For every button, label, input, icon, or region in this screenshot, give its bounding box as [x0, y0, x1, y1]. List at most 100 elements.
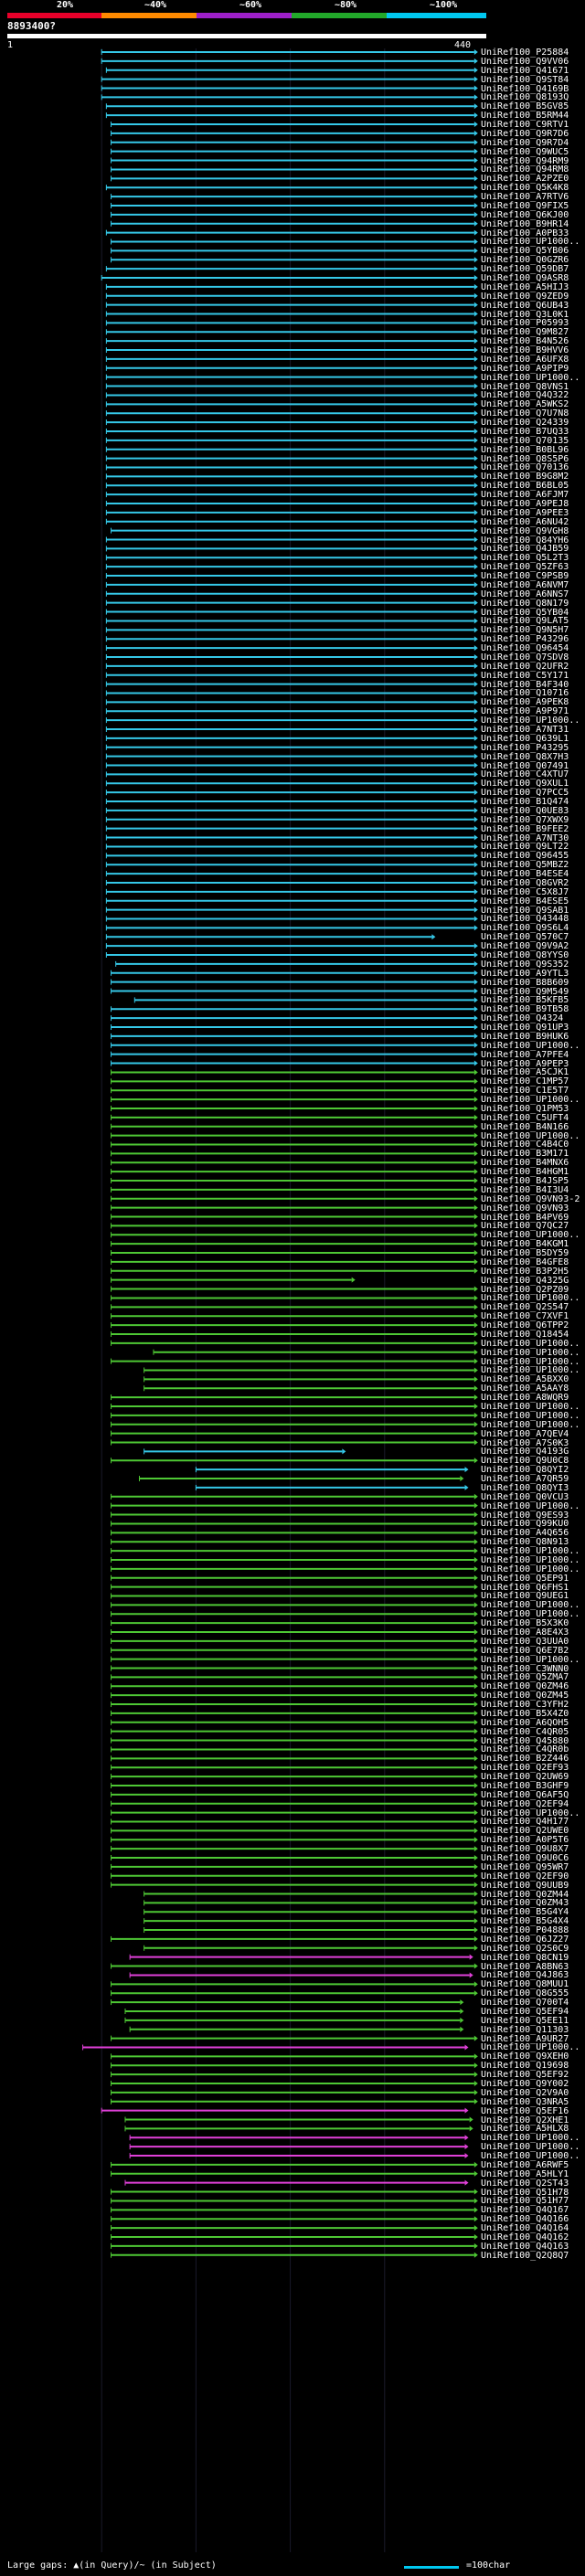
list-item[interactable]: UniRef100_Q96454 — [0, 643, 585, 653]
list-item[interactable]: UniRef100_Q5EF92 — [0, 2070, 585, 2080]
hit-label[interactable]: UniRef100_Q9LAT5 — [481, 616, 569, 627]
hit-label[interactable]: UniRef100_Q8N913 — [481, 1537, 569, 1548]
list-item[interactable]: UniRef100_A4Q656 — [0, 1528, 585, 1538]
list-item[interactable]: UniRef100_Q9S352 — [0, 959, 585, 970]
list-item[interactable]: UniRef100_Q5ZMA7 — [0, 1672, 585, 1682]
list-item[interactable]: UniRef100_A6NNS7 — [0, 589, 585, 599]
hit-label[interactable]: UniRef100_UP1000.. — [481, 1419, 580, 1430]
list-item[interactable]: UniRef100_B3GHF9 — [0, 1781, 585, 1791]
hit-label[interactable]: UniRef100_Q5EP91 — [481, 1573, 569, 1584]
list-item[interactable]: UniRef100_A6FJM7 — [0, 490, 585, 500]
list-item[interactable]: UniRef100_A5AAY8 — [0, 1383, 585, 1394]
hit-label[interactable]: UniRef100_C9RTV1 — [481, 120, 569, 131]
list-item[interactable]: UniRef100_Q9LT22 — [0, 842, 585, 852]
hit-label[interactable]: UniRef100_A9PEK8 — [481, 697, 569, 708]
list-item[interactable]: UniRef100_A8BN63 — [0, 1962, 585, 1972]
list-item[interactable]: UniRef100_Q51H78 — [0, 2188, 585, 2198]
hit-label[interactable]: UniRef100_B5X4Z0 — [481, 1708, 569, 1719]
list-item[interactable]: UniRef100_A7NT31 — [0, 725, 585, 735]
hit-label[interactable]: UniRef100_A9PIP9 — [481, 363, 569, 374]
list-item[interactable]: UniRef100_Q9XEH0 — [0, 2051, 585, 2062]
hit-label[interactable]: UniRef100_Q2Q8Q7 — [481, 2250, 569, 2261]
list-item[interactable]: UniRef100_Q8S5P6 — [0, 454, 585, 464]
list-item[interactable]: UniRef100_Q8N913 — [0, 1537, 585, 1547]
hit-label[interactable]: UniRef100_B3M171 — [481, 1149, 569, 1160]
list-item[interactable]: UniRef100_B5X3K0 — [0, 1618, 585, 1628]
list-item[interactable]: UniRef100_C9PSB9 — [0, 571, 585, 581]
hit-label[interactable]: UniRef100_A7RTV6 — [481, 192, 569, 203]
hit-label[interactable]: UniRef100_Q7U7N8 — [481, 408, 569, 419]
list-item[interactable]: UniRef100_UP1000.. — [0, 2042, 585, 2052]
hit-label[interactable]: UniRef100_Q4325G — [481, 1275, 569, 1286]
list-item[interactable]: UniRef100_B3P2H5 — [0, 1267, 585, 1277]
hit-label[interactable]: UniRef100_Q7SDV8 — [481, 652, 569, 663]
list-item[interactable]: UniRef100_Q9XUL1 — [0, 779, 585, 789]
hit-label[interactable]: UniRef100_Q9UEG1 — [481, 1591, 569, 1602]
list-item[interactable]: UniRef100_B4PV69 — [0, 1213, 585, 1223]
list-item[interactable]: UniRef100_Q2EF90 — [0, 1871, 585, 1882]
list-item[interactable]: UniRef100_Q8G555 — [0, 1988, 585, 1998]
hit-label[interactable]: UniRef100_Q9M827 — [481, 327, 569, 338]
hit-label[interactable]: UniRef100_Q6UB43 — [481, 300, 569, 311]
hit-label[interactable]: UniRef100_C1MP57 — [481, 1076, 569, 1087]
hit-label[interactable]: UniRef100_B9HR14 — [481, 218, 569, 229]
hit-label[interactable]: UniRef100_UP1000.. — [481, 2142, 580, 2153]
hit-label[interactable]: UniRef100_P43296 — [481, 634, 569, 645]
hit-label[interactable]: UniRef100_Q9ASR8 — [481, 273, 569, 283]
hit-label[interactable]: UniRef100_Q7XWX9 — [481, 814, 569, 825]
hit-label[interactable]: UniRef100_UP1000.. — [481, 1040, 580, 1051]
hit-label[interactable]: UniRef100_Q0ZM44 — [481, 1889, 569, 1900]
hit-label[interactable]: UniRef100_UP1000.. — [481, 1338, 580, 1349]
list-item[interactable]: UniRef100_UP1000.. — [0, 1546, 585, 1556]
hit-label[interactable]: UniRef100_A9PEJ8 — [481, 499, 569, 509]
hit-label[interactable]: UniRef100_Q4Q164 — [481, 2223, 569, 2234]
list-item[interactable]: UniRef100_UP1000.. — [0, 1230, 585, 1240]
list-item[interactable]: UniRef100_Q4324 — [0, 1013, 585, 1023]
list-item[interactable]: UniRef100_UP1000.. — [0, 237, 585, 247]
list-item[interactable]: UniRef100_Q10716 — [0, 688, 585, 698]
hit-label[interactable]: UniRef100_Q0UE83 — [481, 805, 569, 816]
hit-label[interactable]: UniRef100_B5G4X4 — [481, 1916, 569, 1927]
hit-label[interactable]: UniRef100_A5WKS2 — [481, 399, 569, 410]
hit-label[interactable]: UniRef100_Q8VNS1 — [481, 381, 569, 392]
list-item[interactable]: UniRef100_A5HLX8 — [0, 2124, 585, 2134]
list-item[interactable]: UniRef100_B6BL05 — [0, 481, 585, 491]
list-item[interactable]: UniRef100_A6NVM7 — [0, 580, 585, 590]
list-item[interactable]: UniRef100_A9PEE3 — [0, 508, 585, 518]
hit-label[interactable]: UniRef100_Q9LT22 — [481, 842, 569, 853]
list-item[interactable]: UniRef100_Q8VNS1 — [0, 382, 585, 392]
list-item[interactable]: UniRef100_A6NU42 — [0, 517, 585, 527]
hit-label[interactable]: UniRef100_Q9V9A2 — [481, 941, 569, 952]
hit-label[interactable]: UniRef100_UP1000.. — [481, 372, 580, 383]
list-item[interactable]: UniRef100_B4GFE8 — [0, 1257, 585, 1267]
hit-label[interactable]: UniRef100_Q9U8X7 — [481, 1844, 569, 1855]
list-item[interactable]: UniRef100_Q8MUU1 — [0, 1979, 585, 1989]
list-item[interactable]: UniRef100_Q9U0C6 — [0, 1853, 585, 1863]
hit-label[interactable]: UniRef100_Q8X7H3 — [481, 751, 569, 762]
hit-label[interactable]: UniRef100_Q4169B — [481, 83, 569, 94]
list-item[interactable]: UniRef100_Q9ASR8 — [0, 273, 585, 283]
list-item[interactable]: UniRef100_P43295 — [0, 743, 585, 753]
hit-label[interactable]: UniRef100_B4ESE4 — [481, 869, 569, 880]
hit-label[interactable]: UniRef100_Q2UWE0 — [481, 1826, 569, 1837]
hit-label[interactable]: UniRef100_UP1000.. — [481, 1410, 580, 1421]
list-item[interactable]: UniRef100_B4MNX6 — [0, 1158, 585, 1168]
list-item[interactable]: UniRef100_C1MP57 — [0, 1076, 585, 1087]
list-item[interactable]: UniRef100_Q6AF5Q — [0, 1790, 585, 1800]
hit-label[interactable]: UniRef100_Q45880 — [481, 1735, 569, 1746]
list-item[interactable]: UniRef100_Q5ZF63 — [0, 562, 585, 572]
list-item[interactable]: UniRef100_UP1000.. — [0, 2133, 585, 2143]
hit-label[interactable]: UniRef100_B4F340 — [481, 679, 569, 690]
hit-label[interactable]: UniRef100_Q9S352 — [481, 959, 569, 970]
hit-label[interactable]: UniRef100_Q9VN93 — [481, 1203, 569, 1214]
list-item[interactable]: UniRef100_Q18454 — [0, 1330, 585, 1340]
hit-label[interactable]: UniRef100_B0BL96 — [481, 444, 569, 455]
hit-label[interactable]: UniRef100_Q51H77 — [481, 2196, 569, 2207]
hit-label[interactable]: UniRef100_B4MNX6 — [481, 1158, 569, 1169]
list-item[interactable]: UniRef100_B0BL96 — [0, 445, 585, 455]
list-item[interactable]: UniRef100_Q3UUA0 — [0, 1637, 585, 1647]
list-item[interactable]: UniRef100_Q94RM9 — [0, 156, 585, 166]
list-item[interactable]: UniRef100_UP1000.. — [0, 1420, 585, 1430]
list-item[interactable]: UniRef100_Q6E7B2 — [0, 1646, 585, 1656]
list-item[interactable]: UniRef100_Q6KJ00 — [0, 210, 585, 220]
